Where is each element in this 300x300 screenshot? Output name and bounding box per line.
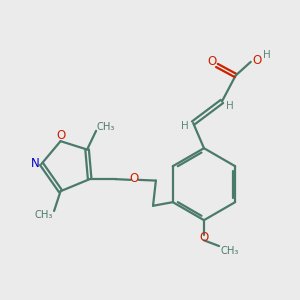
Text: CH₃: CH₃ [35,210,53,220]
Text: N: N [31,158,39,170]
Text: O: O [253,54,262,67]
Text: H: H [182,121,189,131]
Text: O: O [130,172,139,184]
Text: CH₃: CH₃ [97,122,116,132]
Text: CH₃: CH₃ [221,247,239,256]
Text: O: O [207,55,216,68]
Text: H: H [226,101,234,111]
Text: O: O [199,231,208,244]
Text: O: O [56,129,65,142]
Text: H: H [263,50,271,60]
